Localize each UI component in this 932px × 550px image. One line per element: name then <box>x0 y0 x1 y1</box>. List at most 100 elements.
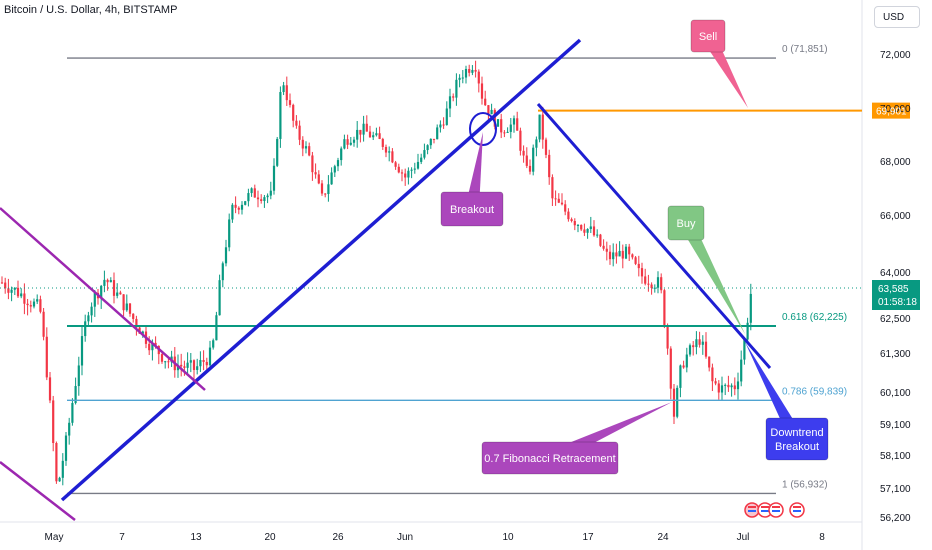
candle-body <box>442 124 445 126</box>
candle-body <box>708 356 711 368</box>
candle-body <box>400 172 404 174</box>
candle-body <box>240 204 244 210</box>
candle-body <box>234 204 237 208</box>
candle-body <box>212 340 215 348</box>
breakout-callout-box <box>440 191 504 227</box>
candle-body <box>298 125 301 140</box>
candle-body <box>199 360 202 367</box>
candle-body <box>628 246 631 255</box>
x-axis-tick-label: May <box>45 532 64 543</box>
candle-body <box>196 366 199 370</box>
x-axis-tick-label: 20 <box>264 532 276 543</box>
candle-body <box>208 347 212 366</box>
candle-body <box>743 339 746 360</box>
fib-level-label: 0.786 (59,839) <box>782 386 847 397</box>
candle-body <box>237 207 240 210</box>
candle-body <box>698 339 701 345</box>
candle-body <box>205 361 208 366</box>
candle-body <box>746 322 749 340</box>
candle-body <box>135 318 138 328</box>
candle-body <box>432 138 436 140</box>
candle-body <box>13 287 16 290</box>
candle-body <box>496 119 500 127</box>
candle-body <box>314 172 317 175</box>
candle-body <box>522 150 525 156</box>
y-axis-tick-label: 61,300 <box>880 349 911 360</box>
candle-body <box>535 139 538 148</box>
candle-body <box>260 199 263 202</box>
candle-body <box>429 138 432 146</box>
candle-body <box>445 108 448 125</box>
candle-body <box>384 146 388 153</box>
candle-body <box>586 229 589 233</box>
candle-body <box>231 204 234 220</box>
candle-body <box>538 114 541 140</box>
candle-body <box>141 331 144 334</box>
candle-body <box>292 104 295 121</box>
channel-line-lower <box>0 461 76 521</box>
candle-body <box>320 183 324 194</box>
candle-body <box>167 361 170 363</box>
candle-body <box>148 343 151 351</box>
x-axis-tick-label: 7 <box>119 532 125 543</box>
candle-body <box>612 252 615 260</box>
event-icon <box>768 502 784 518</box>
candle-body <box>224 247 228 264</box>
candle-body <box>29 305 32 307</box>
candle-body <box>343 139 346 149</box>
candle-body <box>490 109 493 115</box>
candle-body <box>100 285 103 299</box>
candle-body <box>340 148 343 161</box>
candle-body <box>436 127 439 140</box>
candle-body <box>669 348 672 389</box>
sell-callout-text: Sell <box>699 31 717 43</box>
candle-body <box>637 263 640 269</box>
candle-body <box>48 377 52 401</box>
candle-body <box>74 386 77 404</box>
candle-body <box>554 198 557 200</box>
candle-body <box>548 154 551 178</box>
candle-body <box>692 345 695 348</box>
drawings <box>0 19 920 521</box>
candle-body <box>132 313 135 319</box>
candle-body <box>416 161 420 169</box>
candle-body <box>77 365 80 387</box>
candle-body <box>308 146 311 156</box>
fib-level-label: 1 (56,932) <box>782 479 828 490</box>
candle-body <box>413 168 416 170</box>
candle-body <box>634 257 637 264</box>
y-axis-tick-label: 62,500 <box>880 314 911 325</box>
candle-body <box>720 385 724 393</box>
candle-body <box>71 403 74 423</box>
candle-body <box>330 172 333 185</box>
y-axis-tick-label: 56,200 <box>880 513 911 524</box>
candle-body <box>727 384 730 388</box>
y-axis-tick-label: 70,000 <box>880 104 911 115</box>
candle-body <box>557 198 560 203</box>
candle-body <box>532 147 535 172</box>
breakout-circle <box>469 112 497 146</box>
highlight-price-text: 69,901 <box>876 107 907 118</box>
candle-body <box>215 315 218 341</box>
candle-body <box>295 120 298 126</box>
candle-body <box>701 341 704 345</box>
candle-body <box>52 400 55 444</box>
candle-body <box>682 365 685 368</box>
x-axis-tick-label: 10 <box>502 532 514 543</box>
candle-body <box>112 280 116 296</box>
candle-body <box>724 384 727 386</box>
currency-button[interactable]: USD <box>874 6 920 28</box>
uptrend-line <box>60 38 582 502</box>
candle-body <box>365 123 368 132</box>
candle-body <box>90 306 93 316</box>
candle-body <box>596 234 599 236</box>
y-axis-tick-label: 68,000 <box>880 157 911 168</box>
candle-body <box>714 381 717 384</box>
candle-body <box>484 98 487 106</box>
candle-body <box>688 345 692 355</box>
candle-body <box>272 165 276 191</box>
candle-body <box>608 251 612 260</box>
y-axis-tick-label: 64,000 <box>880 268 911 279</box>
candle-body <box>288 100 292 105</box>
